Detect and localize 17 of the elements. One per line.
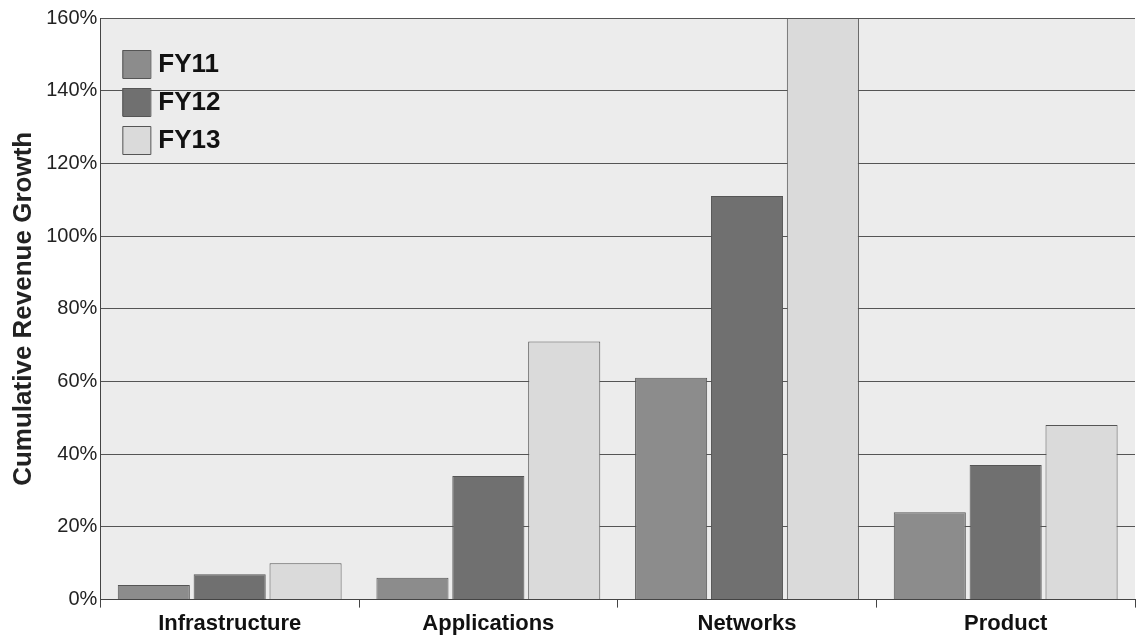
legend-label: FY13 — [158, 124, 221, 155]
legend-label: FY11 — [158, 48, 220, 79]
y-tick-label: 160% — [46, 5, 98, 28]
x-tick-label: Product — [964, 609, 1048, 635]
y-tick-label: 100% — [46, 223, 98, 246]
y-tick-label: 140% — [46, 78, 98, 101]
y-tick-label: 80% — [57, 296, 98, 319]
y-tick-label: 40% — [57, 441, 98, 464]
legend-label: FY12 — [158, 86, 221, 117]
y-axis-title: Cumulative Revenue Growth — [6, 131, 37, 486]
y-tick-label: 20% — [57, 514, 98, 537]
x-tick-label: Networks — [697, 609, 797, 635]
x-tick-label: Applications — [422, 609, 555, 635]
y-tick-label: 60% — [57, 369, 98, 392]
y-tick-label: 0% — [68, 587, 98, 610]
x-tick-label: Infrastructure — [158, 609, 302, 635]
y-tick-label: 120% — [46, 150, 98, 173]
